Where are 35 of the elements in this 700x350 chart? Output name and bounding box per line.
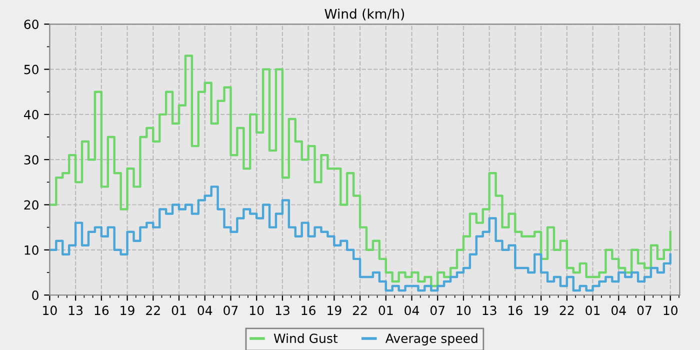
x-tick-label: 16 bbox=[508, 306, 522, 316]
x-tick-label: 10 bbox=[250, 306, 264, 316]
x-tick-label: 22 bbox=[560, 306, 574, 315]
x-tick-label: 01 bbox=[586, 306, 600, 316]
x-tick-label: 19 bbox=[120, 306, 134, 316]
y-tick-label: 40 bbox=[24, 110, 38, 120]
x-tick-label: 19 bbox=[534, 306, 548, 316]
x-tick-label: 13 bbox=[68, 306, 83, 316]
x-tick-label: 19 bbox=[328, 306, 342, 316]
legend-label: Wind Gust bbox=[274, 333, 338, 344]
x-tick-label: 07 bbox=[430, 306, 444, 316]
x-tick-label: 16 bbox=[302, 306, 316, 316]
y-tick-label: 20 bbox=[24, 200, 38, 210]
x-tick-label: 10 bbox=[664, 306, 678, 316]
x-tick-label: 13 bbox=[482, 306, 496, 316]
x-tick-label: 04 bbox=[612, 306, 626, 316]
x-tick-label: 10 bbox=[43, 306, 57, 316]
chart-title: Wind (km/h) bbox=[324, 8, 404, 20]
x-tick-label: 22 bbox=[352, 306, 367, 315]
x-tick-label: 13 bbox=[276, 306, 290, 316]
x-tick-label: 10 bbox=[456, 306, 471, 316]
y-tick-label: 30 bbox=[24, 155, 38, 165]
x-tick-label: 16 bbox=[94, 306, 109, 316]
x-tick-label: 22 bbox=[146, 306, 160, 315]
y-tick-label: 50 bbox=[24, 64, 38, 74]
x-tick-label: 01 bbox=[378, 306, 393, 316]
x-tick-label: 07 bbox=[224, 306, 238, 316]
x-tick-label: 04 bbox=[404, 306, 420, 316]
x-tick-label: 07 bbox=[637, 306, 652, 316]
legend-label: Average speed bbox=[385, 333, 478, 346]
y-tick-label: 10 bbox=[24, 245, 38, 255]
x-tick-label: 01 bbox=[172, 306, 186, 316]
y-tick-label: 60 bbox=[24, 20, 38, 30]
x-tick-label: 04 bbox=[198, 306, 212, 316]
y-tick-label: 0 bbox=[32, 290, 38, 300]
